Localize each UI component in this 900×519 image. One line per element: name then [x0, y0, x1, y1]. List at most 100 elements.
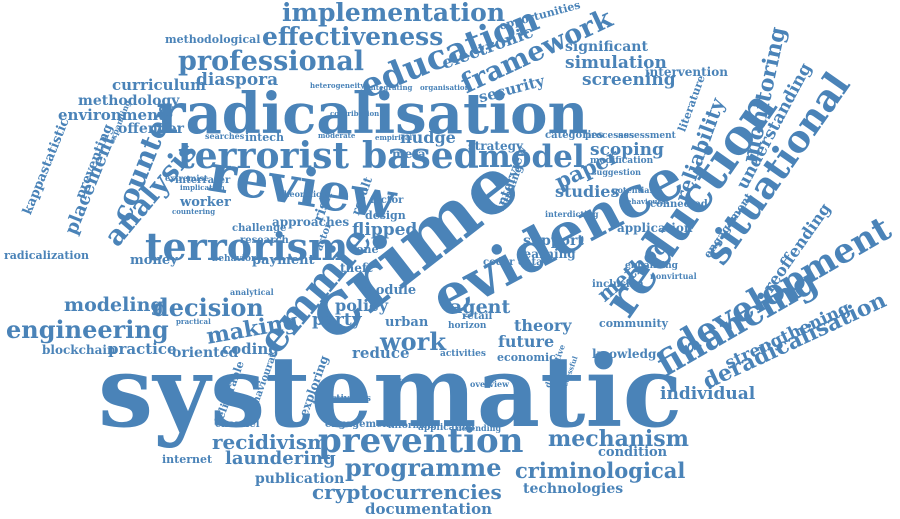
cloud-word: heterogeneity	[310, 81, 365, 90]
cloud-word: intervention	[645, 65, 728, 79]
cloud-word: extremist	[165, 173, 208, 183]
cloud-word: theoretical	[280, 189, 330, 199]
cloud-word: processes	[585, 131, 635, 141]
cloud-word: work	[380, 327, 446, 356]
cloud-word: effectiveness	[262, 22, 444, 51]
cloud-word: potential	[612, 185, 653, 195]
cloud-word: coding	[222, 340, 279, 358]
cloud-word: categories	[545, 130, 604, 141]
cloud-word: integrating	[368, 83, 413, 92]
cloud-word: modeling	[64, 294, 164, 316]
cloud-word: support	[523, 233, 584, 249]
cloud-word: strategy	[468, 139, 523, 153]
cloud-word: interdicting	[545, 209, 599, 219]
cloud-word: analytical	[230, 287, 274, 297]
cloud-word: data	[518, 257, 543, 268]
cloud-word: implementation	[282, 0, 506, 27]
cloud-word: methodological	[165, 33, 261, 46]
cloud-word: interrater	[175, 175, 231, 186]
cloud-word: intech	[245, 131, 284, 144]
cloud-word: internet	[162, 453, 213, 466]
cloud-word: offender	[118, 121, 184, 137]
cloud-word: practical	[176, 317, 211, 326]
cloud-word: screening	[582, 70, 676, 90]
cloud-word: programme	[345, 453, 502, 482]
cloud-word: simulation	[565, 53, 667, 73]
cloud-word: assessment	[618, 131, 676, 141]
cloud-word: application	[418, 423, 475, 433]
cloud-word: based	[362, 135, 479, 177]
cloud-word: inclusion	[592, 279, 644, 290]
cloud-word: future	[498, 332, 555, 351]
cloud-word: theft	[340, 261, 373, 275]
cloud-word: behavioural	[622, 197, 669, 206]
cloud-word: prevention	[318, 421, 524, 461]
cloud-word: individual	[660, 384, 756, 404]
cloud-word: mechanism	[548, 426, 689, 452]
cloud-word: kappastatistic	[20, 115, 73, 218]
cloud-word: activities	[440, 349, 486, 359]
cloud-word: channel	[215, 419, 260, 430]
cloud-word: engineering	[6, 315, 169, 344]
cloud-word: terrorist	[178, 135, 350, 177]
cloud-word: connected	[650, 199, 708, 210]
cloud-word: approaches	[272, 215, 350, 229]
cloud-word: informed	[388, 421, 435, 431]
cloud-word: horizon	[448, 321, 487, 331]
cloud-word: methodology	[78, 93, 180, 109]
cloud-word: environment	[58, 106, 165, 124]
cloud-word: suggestion	[592, 167, 641, 177]
cloud-word: searches	[205, 131, 245, 141]
cloud-word: flipped	[352, 220, 418, 240]
cloud-word: condition	[598, 445, 668, 460]
cloud-word: organisation	[420, 83, 470, 92]
cloud-word: module	[362, 283, 417, 298]
cloud-word: professional	[178, 46, 364, 77]
cloud-word: learning	[519, 247, 576, 261]
cloud-word: decision	[152, 293, 264, 322]
cloud-word: technologies	[523, 481, 624, 497]
cloud-word: money	[130, 253, 178, 268]
cloud-word: moderate	[318, 131, 356, 140]
cloud-word: theory	[514, 316, 572, 335]
cloud-word: economic	[497, 351, 556, 364]
cloud-word: meta	[392, 147, 426, 161]
cloud-word: oriented	[172, 345, 239, 361]
cloud-word: terrorism	[145, 224, 349, 269]
cloud-word: model	[478, 139, 585, 175]
cloud-word: empirical	[375, 133, 413, 142]
cloud-word: challenge	[232, 223, 287, 234]
cloud-word: design	[365, 209, 406, 222]
cloud-word: defending	[456, 423, 502, 433]
cloud-word: application	[617, 221, 693, 235]
cloud-word: practice	[108, 340, 177, 358]
cloud-word: engagement	[325, 419, 395, 430]
cloud-word: worker	[180, 195, 231, 210]
cloud-word: diaspora	[196, 70, 279, 90]
cloud-word: behavior	[212, 254, 256, 264]
cloud-word: lone	[352, 243, 379, 256]
cloud-word: overview	[470, 379, 509, 389]
cloud-word: publication	[255, 471, 345, 487]
cloud-word: implication	[180, 183, 225, 192]
cloud-word: criminological	[515, 458, 686, 483]
cloud-word: cryptocurrencies	[312, 480, 502, 504]
cloud-word: retail	[462, 311, 493, 322]
cloud-word: reduce	[352, 344, 410, 362]
cloud-word: scoping	[590, 140, 664, 160]
cloud-word: systematic	[98, 335, 683, 450]
cloud-word: agent	[450, 296, 511, 318]
cloud-word: nonvirtual	[650, 271, 697, 281]
cloud-word: curriculum	[112, 76, 207, 94]
cloud-word: recidivism	[212, 430, 329, 454]
cloud-word: knowledge	[592, 347, 664, 361]
cloud-word: significant	[565, 39, 648, 55]
cloud-word: countering	[172, 207, 216, 216]
cloud-word: enhancing	[625, 261, 678, 271]
cloud-word: factor	[370, 195, 404, 206]
cloud-word: documentation	[365, 500, 493, 518]
cloud-word: laundering	[225, 448, 336, 469]
cloud-word: party	[312, 310, 362, 330]
cloud-word: payment	[252, 253, 315, 268]
